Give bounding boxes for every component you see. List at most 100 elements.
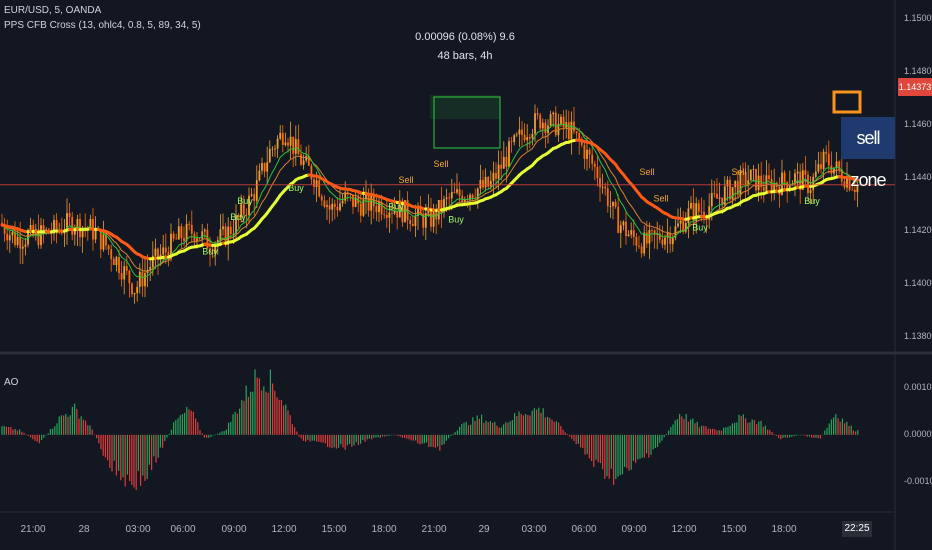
ao-bar <box>452 433 454 435</box>
candle-body <box>604 186 607 189</box>
ao-bar <box>824 430 826 435</box>
ao-bar <box>225 429 227 435</box>
candle-body <box>414 215 417 226</box>
ao-bar <box>474 420 476 435</box>
ao-bar <box>19 429 21 435</box>
ao-bar <box>122 434 124 478</box>
ao-bar <box>5 426 7 435</box>
ao-bar <box>223 431 225 435</box>
indicator-title[interactable]: PPS CFB Cross (13, ohlc4, 0.8, 5, 89, 34… <box>4 20 201 31</box>
ao-bar <box>410 434 412 441</box>
ao-bar <box>8 426 10 435</box>
candle-body <box>458 189 461 196</box>
ao-bar <box>415 434 417 441</box>
ao-bar <box>448 434 450 439</box>
ao-bar <box>703 425 705 435</box>
ao-bar <box>305 434 307 442</box>
ao-bar <box>670 427 672 435</box>
ao-bar <box>30 434 32 438</box>
ao-bar <box>197 422 199 435</box>
candle-body <box>66 213 68 232</box>
ao-bar <box>10 427 12 435</box>
ao-bar <box>822 434 824 436</box>
candle-body <box>435 209 438 220</box>
candle-body <box>255 180 258 201</box>
ao-bar <box>206 434 208 438</box>
ao-bar <box>652 434 654 450</box>
time-axis-tick: 21:00 <box>421 524 447 535</box>
candle-body <box>68 213 71 218</box>
ao-bar <box>261 390 263 435</box>
ao-bar <box>538 407 540 435</box>
candle-body <box>703 211 705 219</box>
candle-body <box>120 273 123 280</box>
ao-axis-tick: -0.0010 <box>904 475 932 486</box>
ao-bar <box>388 434 390 436</box>
candle-body <box>575 131 578 134</box>
ao-bar <box>107 434 109 461</box>
ao-bar <box>93 434 95 436</box>
candle-body <box>523 134 526 141</box>
candle-body <box>352 194 354 207</box>
ao-bar <box>272 383 274 435</box>
measure-box-fill <box>430 95 500 119</box>
candle-body <box>370 194 373 211</box>
candle-body <box>713 193 716 194</box>
candle-body <box>684 223 687 232</box>
candle-body <box>248 195 250 216</box>
ao-bar <box>159 434 161 448</box>
ao-bar <box>461 424 463 435</box>
ao-bar <box>494 421 496 435</box>
candle-body <box>76 219 79 231</box>
ao-bar <box>390 434 392 436</box>
ao-bar <box>144 434 146 481</box>
ao-bar <box>725 427 727 435</box>
candle-body <box>580 141 583 145</box>
candle-body <box>742 171 744 173</box>
ao-bar <box>608 434 610 479</box>
ao-bar <box>100 434 102 450</box>
ao-bar <box>382 434 384 437</box>
ao-bar <box>241 400 243 435</box>
symbol-title[interactable]: EUR/USD, 5, OANDA <box>4 5 102 16</box>
candle-body <box>450 192 453 199</box>
ao-bar <box>217 433 219 435</box>
candle-body <box>307 156 310 166</box>
ao-bar <box>487 422 489 435</box>
candle-body <box>250 194 253 196</box>
ao-bar <box>505 422 507 435</box>
ao-bar <box>749 422 751 435</box>
ao-bar <box>96 434 98 439</box>
ao-bar <box>190 410 192 435</box>
candle-body <box>365 193 367 200</box>
candle-body <box>856 184 859 193</box>
ao-bar <box>445 434 447 441</box>
ao-bar <box>243 400 245 435</box>
ao-bar <box>129 434 131 482</box>
candle-body <box>515 134 518 136</box>
ao-bar <box>208 434 210 438</box>
ao-bar <box>850 425 852 435</box>
ao-pane-title[interactable]: AO <box>4 377 19 388</box>
candle-body <box>445 197 448 200</box>
time-axis-tick: 03:00 <box>521 524 547 535</box>
candle-body <box>266 162 269 172</box>
ao-bar <box>709 428 711 435</box>
buy-signal-label: Buy <box>692 223 708 233</box>
ao-bar <box>201 433 203 435</box>
ao-bar <box>300 434 302 439</box>
candle-body <box>123 266 126 280</box>
ao-bar <box>80 416 82 435</box>
ao-bar <box>527 415 529 435</box>
ao-bar <box>179 415 181 435</box>
candle-body <box>284 142 287 145</box>
ao-bar <box>696 421 698 435</box>
candle-body <box>718 197 721 199</box>
ao-bar <box>148 434 150 465</box>
candle-body <box>245 214 248 216</box>
ao-bar <box>287 410 289 435</box>
candle-body <box>224 226 227 246</box>
ao-bar <box>476 415 478 435</box>
candle-body <box>417 207 419 216</box>
